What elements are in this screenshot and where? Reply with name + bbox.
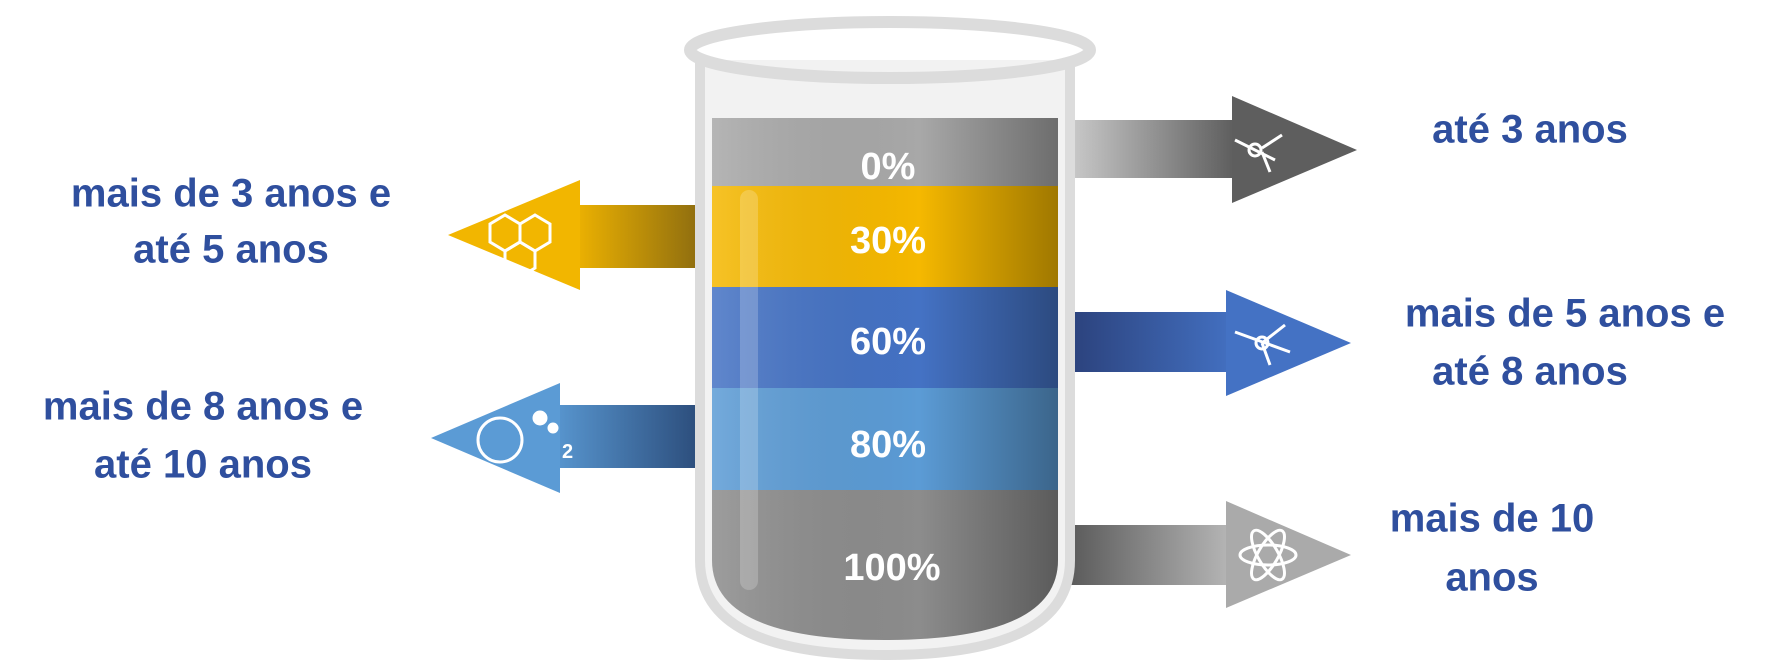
percent: 60% <box>850 321 926 363</box>
percent: 100% <box>843 547 940 589</box>
label: mais de 5 anos e <box>1405 292 1725 336</box>
arrow: 2 <box>431 383 705 493</box>
arrow <box>1060 501 1351 608</box>
beaker <box>684 16 1096 661</box>
arrow <box>1060 290 1351 396</box>
arrow <box>448 180 705 290</box>
label: até 5 anos <box>133 228 329 272</box>
percent: 30% <box>850 220 926 262</box>
label: mais de 3 anos e <box>71 172 391 216</box>
percent: 0% <box>861 146 916 188</box>
icon-text: 2 <box>562 441 573 463</box>
arrow <box>1060 96 1357 203</box>
label: até 8 anos <box>1432 350 1628 394</box>
percent: 80% <box>850 424 926 466</box>
label: anos <box>1445 556 1538 600</box>
label: mais de 8 anos e <box>43 385 363 429</box>
label: até 10 anos <box>94 443 312 487</box>
label: até 3 anos <box>1432 108 1628 152</box>
label: mais de 10 <box>1390 497 1595 541</box>
